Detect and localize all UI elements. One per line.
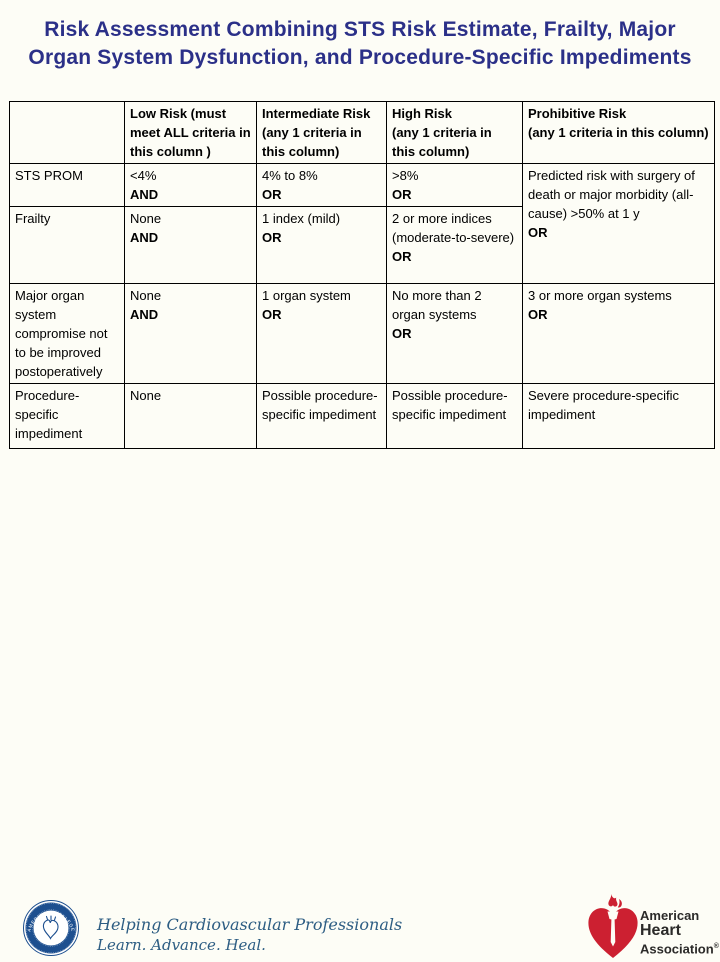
- row-label-text: Major organ system compromise not to be …: [15, 288, 108, 379]
- table-cell-prohibitive-span: Predicted risk with surgery of death or …: [522, 163, 715, 284]
- cell-text: None: [130, 288, 162, 303]
- acc-tagline: Helping Cardiovascular Professionals Lea…: [97, 914, 402, 955]
- cell-conjunction: OR: [392, 326, 412, 341]
- row-label-text: Frailty: [15, 211, 51, 226]
- cell-conjunction: OR: [392, 187, 412, 202]
- cell-conjunction: OR: [262, 307, 282, 322]
- cell-conjunction: OR: [528, 225, 548, 240]
- cell-conjunction: OR: [262, 230, 282, 245]
- row-label-major-organ: Major organ system compromise not to be …: [9, 283, 125, 384]
- aha-wordmark: American Heart Association®: [640, 908, 719, 957]
- cell-conjunction: AND: [130, 187, 159, 202]
- cell-text: <4%: [130, 168, 157, 183]
- table-cell: 4% to 8% OR: [256, 163, 387, 207]
- table-cell: No more than 2 organ systems OR: [386, 283, 523, 384]
- column-header-empty: [9, 101, 125, 164]
- cell-text: Possible procedure-specific impediment: [262, 388, 378, 422]
- column-header-intermediate-risk: Intermediate Risk (any 1 criteria in thi…: [256, 101, 387, 164]
- table-cell: None AND: [124, 206, 257, 284]
- table-row-sts-prom: STS PROM <4% AND 4% to 8% OR >8% OR Pred…: [9, 163, 715, 284]
- table-cell: >8% OR: [386, 163, 523, 207]
- table-cell: Severe procedure-specific impediment: [522, 383, 715, 449]
- table-cell: None: [124, 383, 257, 449]
- cell-text: >8%: [392, 168, 419, 183]
- slide-title: Risk Assessment Combining STS Risk Estim…: [28, 18, 692, 69]
- table-cell: 2 or more indices (moderate-to-severe) O…: [386, 206, 523, 284]
- cell-text: 4% to 8%: [262, 168, 318, 183]
- cell-text: Severe procedure-specific impediment: [528, 388, 680, 422]
- cell-text: 1 organ system: [262, 288, 351, 303]
- aha-wordmark-line1: American: [640, 908, 700, 923]
- row-label-text: STS PROM: [15, 168, 83, 183]
- row-label-frailty: Frailty: [9, 206, 125, 284]
- slide: Risk Assessment Combining STS Risk Estim…: [0, 18, 720, 958]
- row-label-sts-prom: STS PROM: [9, 163, 125, 207]
- cell-text: No more than 2 organ systems: [392, 288, 482, 322]
- aha-logo: American Heart Association®: [586, 892, 719, 962]
- table-row-frailty: Frailty None AND 1 index (mild) OR 2 or …: [9, 206, 715, 284]
- column-header-prohibitive-risk: Prohibitive Risk (any 1 criteria in this…: [522, 101, 715, 164]
- risk-assessment-table: Low Risk (must meet ALL criteria in this…: [9, 101, 715, 449]
- acc-seal-icon: AMERICAN COLLEGE OF CARDIOLOGY: [23, 900, 79, 956]
- table-row-procedure: Procedure-specific impediment None Possi…: [9, 383, 715, 449]
- row-label-procedure: Procedure-specific impediment: [9, 383, 125, 449]
- table-cell: <4% AND: [124, 163, 257, 207]
- cell-text: Predicted risk with surgery of death or …: [528, 168, 695, 221]
- table-cell: 3 or more organ systems OR: [522, 283, 715, 384]
- registered-mark: ®: [713, 943, 719, 950]
- cell-text: 1 index (mild): [262, 211, 341, 226]
- acc-tagline-line1: Helping Cardiovascular Professionals: [97, 915, 403, 934]
- header-row: Low Risk (must meet ALL criteria in this…: [9, 101, 715, 164]
- cell-text: Possible procedure-specific impediment: [392, 388, 508, 422]
- cell-text: None: [130, 211, 162, 226]
- table-cell: Possible procedure-specific impediment: [386, 383, 523, 449]
- table-cell: 1 index (mild) OR: [256, 206, 387, 284]
- cell-text: 2 or more indices (moderate-to-severe): [392, 211, 515, 245]
- table-cell: Possible procedure-specific impediment: [256, 383, 387, 449]
- footer: AMERICAN COLLEGE OF CARDIOLOGY Helping C…: [0, 430, 720, 958]
- cell-conjunction: OR: [392, 249, 412, 264]
- column-header-high-risk: High Risk (any 1 criteria in this column…: [386, 101, 523, 164]
- acc-tagline-line2: Learn. Advance. Heal.: [97, 936, 266, 954]
- column-header-low-risk: Low Risk (must meet ALL criteria in this…: [124, 101, 257, 164]
- aha-wordmark-line2: Heart: [640, 922, 681, 939]
- table-row-major-organ: Major organ system compromise not to be …: [9, 283, 715, 384]
- aha-association-text: Association: [640, 941, 714, 957]
- aha-wordmark-line3: Association®: [640, 939, 719, 956]
- cell-text: 3 or more organ systems: [528, 288, 672, 303]
- cell-conjunction: OR: [262, 187, 282, 202]
- table-cell: None AND: [124, 283, 257, 384]
- table-cell: 1 organ system OR: [256, 283, 387, 384]
- aha-heart-torch-icon: [588, 894, 638, 958]
- cell-text: None: [130, 388, 162, 403]
- cell-conjunction: AND: [130, 230, 159, 245]
- cell-conjunction: OR: [528, 307, 548, 322]
- cell-conjunction: AND: [130, 307, 159, 322]
- row-label-text: Procedure-specific impediment: [15, 388, 83, 441]
